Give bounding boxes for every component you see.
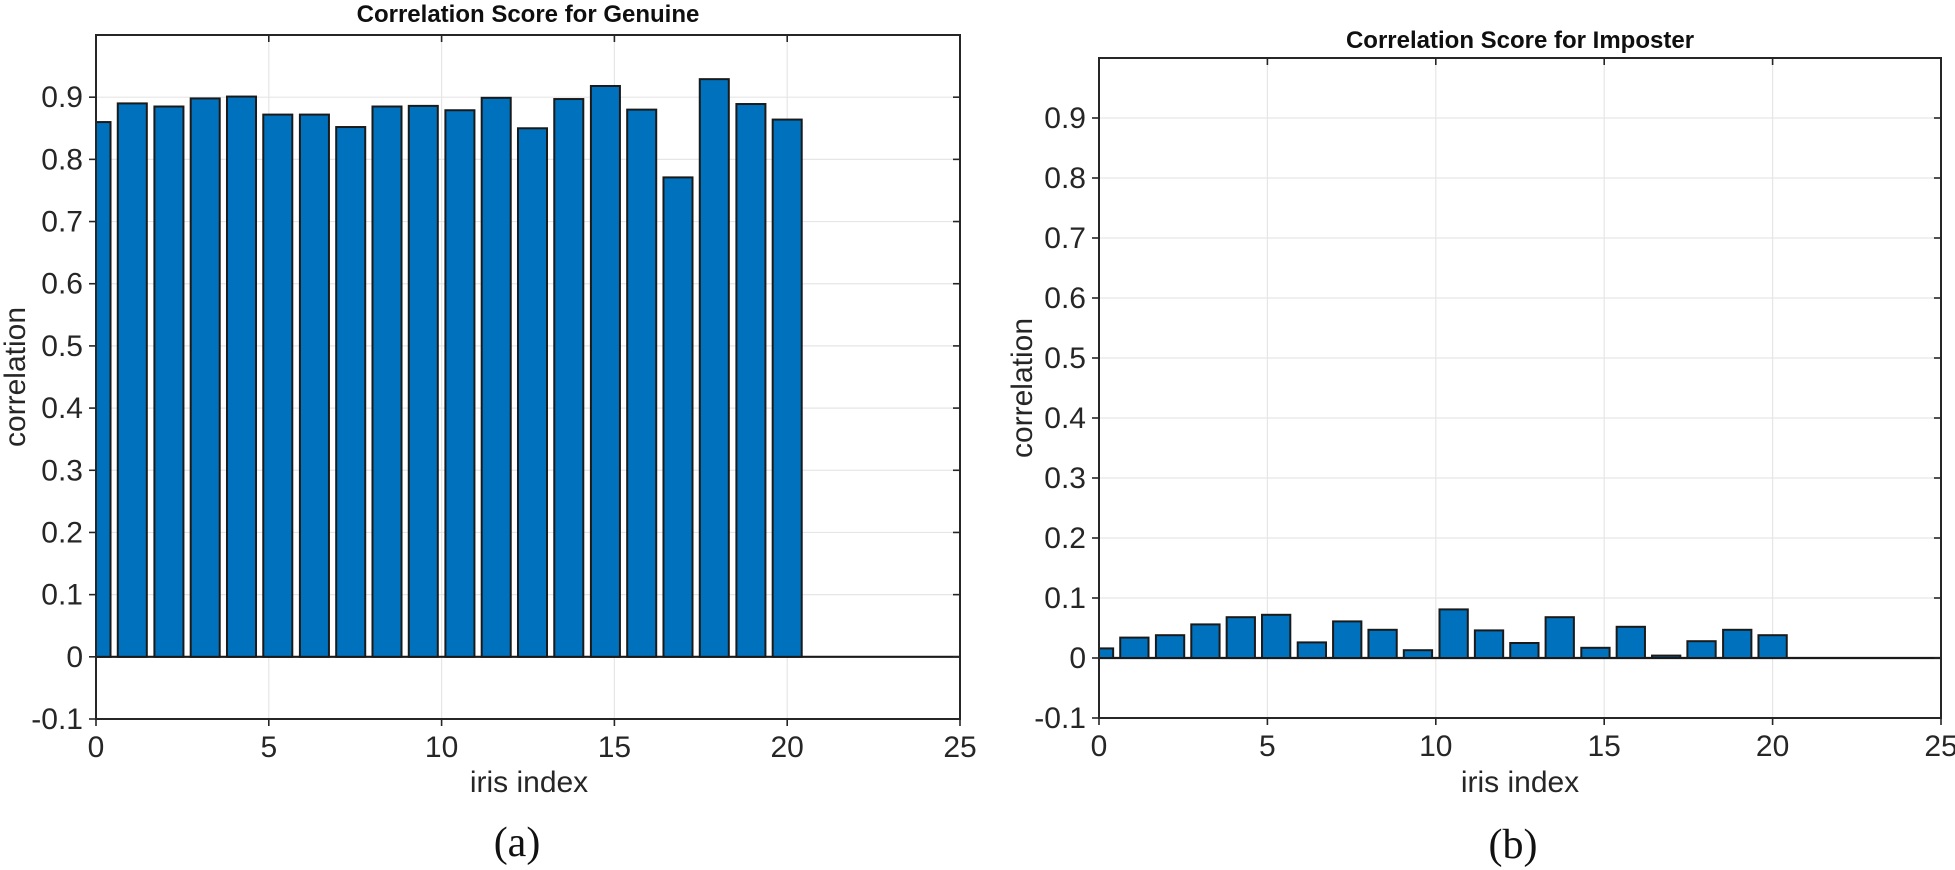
genuine-bar — [698, 78, 730, 658]
imposter-y-axis-label: correlation — [1006, 317, 1039, 459]
genuine-y-tick-label: 0.7 — [41, 206, 83, 239]
genuine-bar — [771, 118, 803, 658]
imposter-bar — [1651, 654, 1682, 659]
subfigure-b-caption: (b) — [1488, 822, 1538, 868]
imposter-bar — [1509, 642, 1540, 659]
genuine-y-tick-label: 0.3 — [41, 454, 83, 487]
genuine-x-tick-label: 10 — [425, 731, 458, 764]
genuine-x-axis-label: iris index — [469, 766, 589, 799]
imposter-bar — [1296, 641, 1328, 660]
genuine-bar — [662, 176, 694, 658]
genuine-bar — [225, 95, 258, 658]
genuine-x-tick-label: 0 — [88, 731, 105, 764]
genuine-x-tick-label: 5 — [260, 731, 277, 764]
genuine-y-axis-label: correlation — [0, 306, 32, 448]
genuine-y-tick-label: -0.1 — [31, 703, 83, 736]
imposter-x-tick-label: 0 — [1091, 730, 1108, 763]
subfigure-a-caption: (a) — [493, 820, 541, 866]
imposter-y-tick-label: 0 — [1069, 642, 1086, 675]
imposter-y-tick-label: 0.1 — [1044, 582, 1086, 615]
imposter-bar — [1099, 647, 1115, 660]
imposter-bar — [1154, 634, 1186, 660]
genuine-x-tick-label: 15 — [598, 731, 631, 764]
imposter-y-tick-label: 0.6 — [1044, 282, 1086, 315]
genuine-bar — [626, 108, 658, 658]
imposter-y-tick-label: 0.5 — [1044, 342, 1086, 375]
genuine-y-tick-label: 0.8 — [41, 143, 83, 176]
genuine-x-tick-label: 25 — [943, 731, 976, 764]
genuine-bar — [335, 126, 367, 658]
imposter-x-tick-label: 10 — [1419, 730, 1452, 763]
genuine-bar — [735, 103, 767, 658]
imposter-bar — [1473, 629, 1505, 660]
genuine-y-tick-label: 0.1 — [41, 579, 83, 612]
imposter-x-tick-label: 5 — [1259, 730, 1276, 763]
genuine-bar — [116, 102, 148, 658]
genuine-bar — [189, 97, 221, 658]
imposter-bar — [1367, 628, 1398, 659]
imposter-y-tick-label: 0.8 — [1044, 162, 1086, 195]
imposter-bar — [1580, 646, 1611, 659]
imposter-bar — [1544, 616, 1575, 660]
genuine-bar — [444, 109, 476, 658]
genuine-y-tick-label: 0.9 — [41, 81, 83, 114]
imposter-bar — [1686, 640, 1717, 660]
imposter-y-tick-label: 0.3 — [1044, 462, 1086, 495]
imposter-y-tick-label: 0.4 — [1044, 402, 1086, 435]
genuine-chart-title: Correlation Score for Genuine — [356, 1, 700, 28]
imposter-bar — [1261, 613, 1292, 659]
genuine-bar — [589, 84, 621, 658]
imposter-bar — [1757, 634, 1788, 660]
genuine-y-tick-label: 0.5 — [41, 330, 83, 363]
genuine-y-tick-label: 0.6 — [41, 268, 83, 301]
genuine-bar — [153, 105, 185, 658]
genuine-bar — [262, 113, 294, 658]
imposter-y-tick-label: 0.9 — [1044, 102, 1086, 135]
imposter-bar — [1402, 649, 1434, 660]
genuine-bar — [553, 98, 585, 658]
imposter-bar — [1225, 616, 1256, 660]
genuine-axes-border — [95, 34, 961, 720]
genuine-y-tick-label: 0.2 — [41, 516, 83, 549]
genuine-bar — [480, 96, 512, 658]
genuine-bar — [407, 104, 439, 658]
genuine-bar — [298, 113, 330, 658]
genuine-x-tick-label: 20 — [771, 731, 804, 764]
imposter-x-axis-label: iris index — [1460, 766, 1580, 799]
imposter-y-tick-label: 0.7 — [1044, 222, 1086, 255]
imposter-bar — [1190, 623, 1221, 660]
imposter-bar — [1722, 628, 1753, 659]
imposter-x-tick-label: 15 — [1588, 730, 1621, 763]
imposter-y-tick-label: -0.1 — [1034, 702, 1086, 735]
imposter-bar — [1438, 608, 1469, 660]
imposter-bar — [1332, 620, 1363, 660]
imposter-bar — [1615, 625, 1646, 659]
imposter-x-tick-label: 25 — [1924, 730, 1955, 763]
genuine-bar — [516, 127, 549, 658]
imposter-bar — [1119, 636, 1150, 659]
imposter-axes-border — [1098, 57, 1942, 719]
genuine-y-tick-label: 0 — [66, 641, 83, 674]
imposter-chart-title: Correlation Score for Imposter — [1345, 27, 1695, 54]
imposter-y-tick-label: 0.2 — [1044, 522, 1086, 555]
genuine-y-tick-label: 0.4 — [41, 392, 83, 425]
imposter-x-tick-label: 20 — [1756, 730, 1789, 763]
genuine-bar — [371, 105, 403, 658]
